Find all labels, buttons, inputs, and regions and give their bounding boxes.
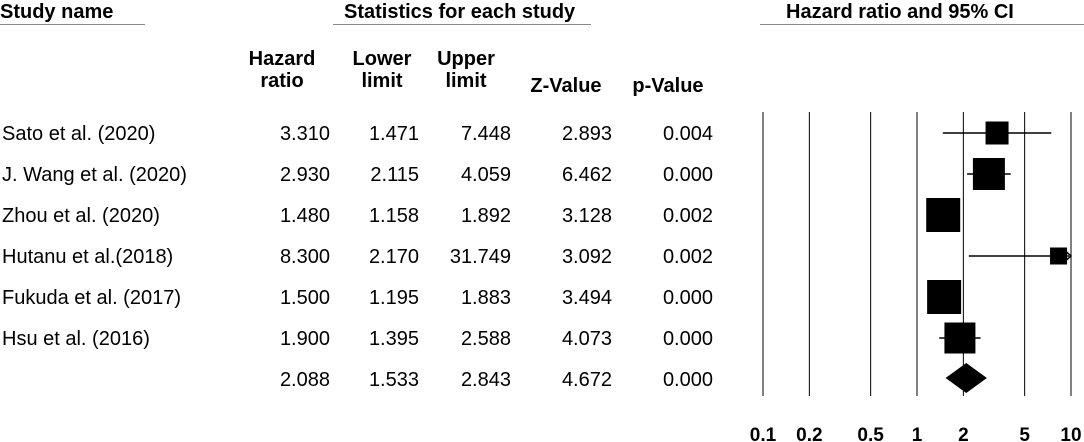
study-name-cell: Hsu et al. (2016): [2, 328, 150, 350]
study-hr-cell: 2.930: [279, 164, 330, 186]
study-hr-cell: 1.900: [279, 328, 330, 350]
study-lower-cell: 2.170: [368, 246, 419, 268]
study-name-cell: Zhou et al. (2020): [2, 205, 160, 227]
study-lower-cell: 1.158: [368, 205, 419, 227]
summary-upper-cell: 2.843: [460, 369, 511, 391]
summary-p-cell: 0.000: [662, 369, 713, 391]
study-z-cell: 2.893: [561, 123, 612, 145]
study-name-cell: J. Wang et al. (2020): [2, 164, 187, 186]
study-p-cell: 0.000: [662, 287, 713, 309]
x-tick-label: 2: [958, 425, 969, 442]
col-header-lower-limit-line2: limit: [361, 70, 403, 92]
study-hr-cell: 1.480: [279, 205, 330, 227]
study-upper-cell: 31.749: [449, 246, 511, 268]
study-z-cell: 3.092: [561, 246, 612, 268]
col-header-upper-limit-line2: limit: [445, 70, 487, 92]
study-lower-cell: 1.395: [368, 328, 419, 350]
col-header-hazard-ratio-line1: Hazard: [248, 48, 316, 70]
study-p-cell: 0.000: [662, 164, 713, 186]
effect-square: [1050, 247, 1068, 265]
study-z-cell: 4.073: [561, 328, 612, 350]
study-upper-cell: 1.883: [460, 287, 511, 309]
plot-title: Hazard ratio and 95% CI: [786, 1, 1014, 23]
summary-hr-cell: 2.088: [279, 369, 330, 391]
plot-title-underline: [760, 24, 1084, 25]
study-hr-cell: 1.500: [279, 287, 330, 309]
study-z-cell: 3.494: [561, 287, 612, 309]
study-lower-cell: 2.115: [370, 164, 419, 186]
study-upper-cell: 2.588: [460, 328, 511, 350]
summary-diamond: [945, 363, 987, 393]
x-tick-label: 0.5: [857, 425, 884, 442]
col-header-hazard-ratio: Hazard ratio: [232, 48, 332, 92]
study-upper-cell: 1.892: [460, 205, 511, 227]
study-z-cell: 6.462: [561, 164, 612, 186]
study-lower-cell: 1.471: [368, 123, 419, 145]
study-p-cell: 0.004: [662, 123, 713, 145]
x-tick-label: 10: [1060, 425, 1081, 442]
study-z-cell: 3.128: [561, 205, 612, 227]
x-tick-label: 0.1: [750, 425, 777, 442]
col-header-z-value: Z-Value: [530, 75, 602, 97]
col-header-p-value: p-Value: [632, 75, 704, 97]
study-name-underline: [0, 24, 145, 25]
study-name-cell: Hutanu et al.(2018): [2, 246, 174, 268]
col-header-lower-limit-line1: Lower: [352, 48, 412, 70]
study-hr-cell: 8.300: [279, 246, 330, 268]
statistics-underline: [333, 24, 591, 25]
x-tick-label: 5: [1019, 425, 1030, 442]
study-p-cell: 0.000: [662, 328, 713, 350]
study-p-cell: 0.002: [662, 246, 713, 268]
col-header-upper-limit-line1: Upper: [437, 48, 495, 70]
study-name-header: Study name: [0, 1, 114, 23]
x-tick-label: 1: [912, 425, 923, 442]
summary-lower-cell: 1.533: [368, 369, 419, 391]
col-header-hazard-ratio-line2: ratio: [260, 70, 304, 92]
study-upper-cell: 7.448: [460, 123, 511, 145]
study-hr-cell: 3.310: [279, 123, 330, 145]
study-name-cell: Fukuda et al. (2017): [2, 287, 181, 309]
x-tick-label: 0.2: [796, 425, 822, 442]
study-upper-cell: 4.059: [460, 164, 511, 186]
effect-square: [926, 198, 961, 232]
effect-square: [944, 322, 976, 354]
study-name-cell: Sato et al. (2020): [2, 123, 156, 145]
col-header-upper-limit: Upper limit: [416, 48, 516, 92]
statistics-header: Statistics for each study: [344, 1, 576, 23]
effect-square: [927, 280, 962, 314]
study-lower-cell: 1.195: [368, 287, 419, 309]
col-header-lower-limit: Lower limit: [332, 48, 432, 92]
study-p-cell: 0.002: [662, 205, 713, 227]
effect-square: [985, 121, 1009, 145]
effect-square: [972, 158, 1005, 190]
summary-z-cell: 4.672: [561, 369, 612, 391]
